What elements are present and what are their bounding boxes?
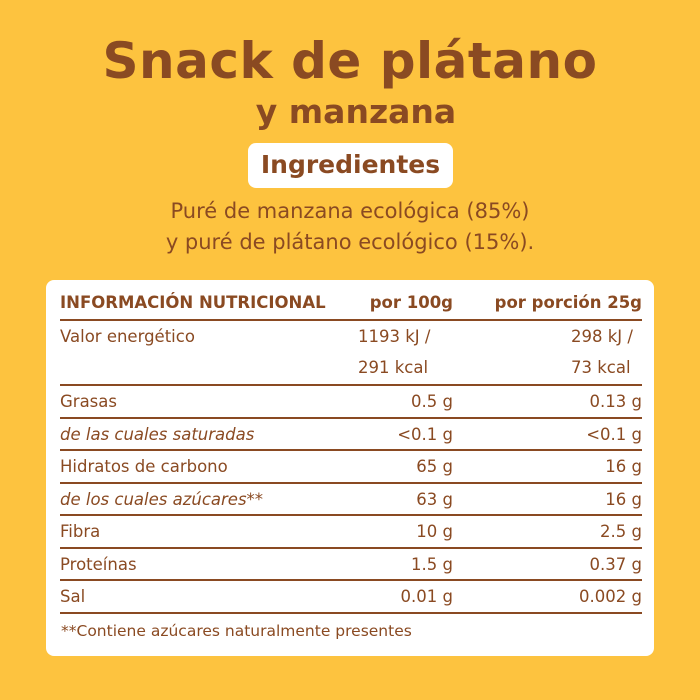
table-row: Fibra 10 g 2.5 g	[60, 516, 642, 549]
table-row: Grasas 0.5 g 0.13 g	[60, 386, 642, 419]
row-per100: <0.1 g	[397, 424, 453, 444]
energy-per100-kcal: 291 kcal	[358, 358, 429, 377]
row-label: Grasas	[60, 392, 117, 411]
row-portion: 2.5 g	[600, 522, 642, 541]
row-label: Proteínas	[60, 554, 137, 574]
row-portion: <0.1 g	[586, 424, 642, 444]
row-per100: 0.5 g	[411, 392, 453, 411]
header-per-portion: por porción 25g	[494, 293, 642, 312]
table-row: de las cuales saturadas <0.1 g <0.1 g	[60, 419, 642, 451]
row-label: Fibra	[60, 522, 101, 541]
row-portion: 16 g	[605, 489, 642, 509]
row-label: de las cuales saturadas	[60, 424, 255, 444]
table-row: Proteínas 1.5 g 0.37 g	[60, 549, 642, 581]
row-portion: 0.13 g	[589, 392, 642, 411]
footnote: **Contiene azúcares naturalmente present…	[61, 621, 412, 640]
row-portion: 16 g	[605, 457, 642, 476]
row-per100: 0.01 g	[400, 587, 453, 606]
row-per100: 63 g	[416, 489, 453, 509]
header-label: INFORMACIÓN NUTRICIONAL	[60, 293, 326, 312]
energy-label: Valor energético	[60, 327, 195, 346]
energy-row: Valor energético 1193 kJ / 291 kcal 298 …	[60, 321, 642, 386]
row-label: Sal	[60, 587, 86, 606]
energy-per100: 1193 kJ / 291 kcal	[356, 321, 453, 383]
ingredients-line-2: y puré de plátano ecológico (15%).	[165, 230, 535, 254]
energy-portion-kcal: 73 kcal	[571, 358, 631, 377]
energy-per100-kj: 1193 kJ /	[358, 327, 431, 346]
product-subtitle-text: y manzana	[255, 92, 457, 131]
ingredients-line-1: Puré de manzana ecológica (85%)	[170, 199, 530, 223]
ingredients-heading: Ingredientes	[248, 143, 453, 188]
table-row: Hidratos de carbono 65 g 16 g	[60, 451, 642, 484]
row-portion: 0.37 g	[589, 554, 642, 574]
row-label: Hidratos de carbono	[60, 457, 228, 476]
product-subtitle: y manzana	[0, 90, 700, 134]
table-row: de los cuales azúcares** 63 g 16 g	[60, 484, 642, 516]
table-row: Sal 0.01 g 0.002 g	[60, 581, 642, 614]
row-per100: 10 g	[416, 522, 453, 541]
row-label: de los cuales azúcares**	[60, 489, 264, 509]
row-portion: 0.002 g	[579, 587, 642, 606]
nutrition-card: INFORMACIÓN NUTRICIONAL por 100g por por…	[46, 280, 654, 656]
ingredients-text: Puré de manzana ecológica (85%) y puré d…	[0, 196, 700, 258]
nutrition-table: INFORMACIÓN NUTRICIONAL por 100g por por…	[60, 288, 642, 648]
energy-portion: 298 kJ / 73 kcal	[453, 321, 642, 383]
row-per100: 65 g	[416, 457, 453, 476]
nutrition-header-row: INFORMACIÓN NUTRICIONAL por 100g por por…	[60, 288, 642, 321]
header-per100: por 100g	[369, 293, 453, 312]
product-title: Snack de plátano	[102, 32, 598, 90]
row-per100: 1.5 g	[411, 554, 453, 574]
energy-portion-kj: 298 kJ /	[571, 327, 633, 346]
